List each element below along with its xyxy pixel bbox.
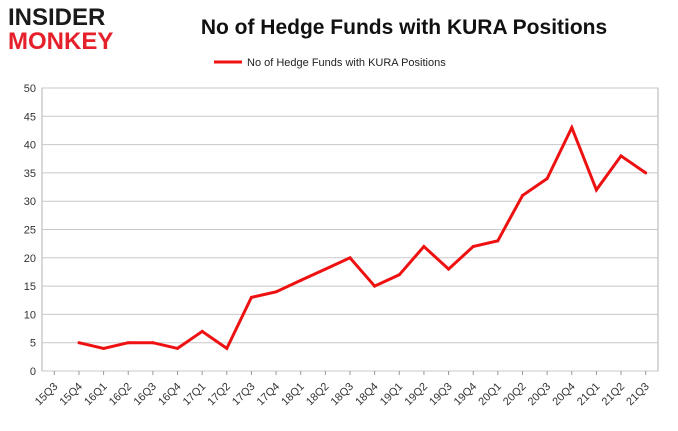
data-point <box>373 284 377 288</box>
x-tick-label: 19Q2 <box>403 381 431 409</box>
data-point <box>323 267 327 271</box>
y-tick-label: 5 <box>30 338 36 350</box>
x-tick-label: 20Q4 <box>550 381 578 409</box>
data-point <box>496 239 500 243</box>
x-tick-label: 17Q3 <box>230 381 258 409</box>
logo-line-2: MONKEY <box>8 28 114 55</box>
data-point <box>422 244 426 248</box>
y-tick-label: 40 <box>24 140 36 152</box>
x-tick-label: 17Q1 <box>181 381 209 409</box>
data-point <box>348 256 352 260</box>
data-point <box>397 273 401 277</box>
x-tick-label: 20Q2 <box>501 381 529 409</box>
data-point <box>570 126 574 130</box>
x-tick-label: 20Q3 <box>526 381 554 409</box>
x-tick-label: 18Q3 <box>329 381 357 409</box>
chart-title: No of Hedge Funds with KURA Positions <box>200 16 608 39</box>
data-point <box>77 341 81 345</box>
data-point <box>447 267 451 271</box>
data-point <box>545 177 549 181</box>
x-tick-label: 19Q1 <box>378 381 406 409</box>
x-tick-label: 18Q2 <box>304 381 332 409</box>
y-tick-label: 50 <box>24 83 36 95</box>
series-line <box>78 123 647 351</box>
y-tick-label: 0 <box>30 366 36 378</box>
x-tick-label: 21Q3 <box>624 381 652 409</box>
x-tick-label: 16Q1 <box>82 381 110 409</box>
data-point <box>176 346 180 350</box>
x-tick-label: 20Q1 <box>476 381 504 409</box>
x-tick-label: 21Q1 <box>575 381 603 409</box>
data-point <box>249 295 253 299</box>
data-point <box>644 171 648 175</box>
data-point <box>594 188 598 192</box>
data-point <box>299 278 303 282</box>
legend-label: No of Hedge Funds with KURA Positions <box>247 57 446 69</box>
x-tick-label: 21Q2 <box>600 381 628 409</box>
data-point <box>102 346 106 350</box>
data-point <box>151 341 155 345</box>
y-tick-label: 45 <box>24 111 36 123</box>
y-tick-label: 30 <box>24 196 36 208</box>
x-tick-label: 15Q4 <box>58 381 86 409</box>
x-tick-label: 16Q3 <box>131 381 159 409</box>
data-point <box>471 244 475 248</box>
logo-line-1: INSIDER <box>8 4 106 31</box>
x-tick-label: 17Q2 <box>205 381 233 409</box>
x-tick-label: 19Q4 <box>452 381 480 409</box>
y-tick-label: 25 <box>24 225 36 237</box>
data-point <box>619 154 623 158</box>
x-tick-label: 15Q3 <box>33 381 61 409</box>
insider-monkey-logo: INSIDER MONKEY <box>8 6 130 54</box>
data-point <box>200 329 204 333</box>
x-tick-label: 18Q4 <box>353 381 381 409</box>
data-point <box>274 290 278 294</box>
x-tick-label: 16Q4 <box>156 381 184 409</box>
x-tick-label: 16Q2 <box>107 381 135 409</box>
y-tick-label: 10 <box>24 309 36 321</box>
x-tick-label: 17Q4 <box>255 381 283 409</box>
y-tick-label: 35 <box>24 168 36 180</box>
y-tick-label: 15 <box>24 281 36 293</box>
data-point <box>126 341 130 345</box>
x-tick-label: 19Q3 <box>427 381 455 409</box>
y-tick-label: 20 <box>24 253 36 265</box>
data-point <box>225 346 229 350</box>
data-point <box>520 194 524 198</box>
x-tick-label: 18Q1 <box>279 381 307 409</box>
